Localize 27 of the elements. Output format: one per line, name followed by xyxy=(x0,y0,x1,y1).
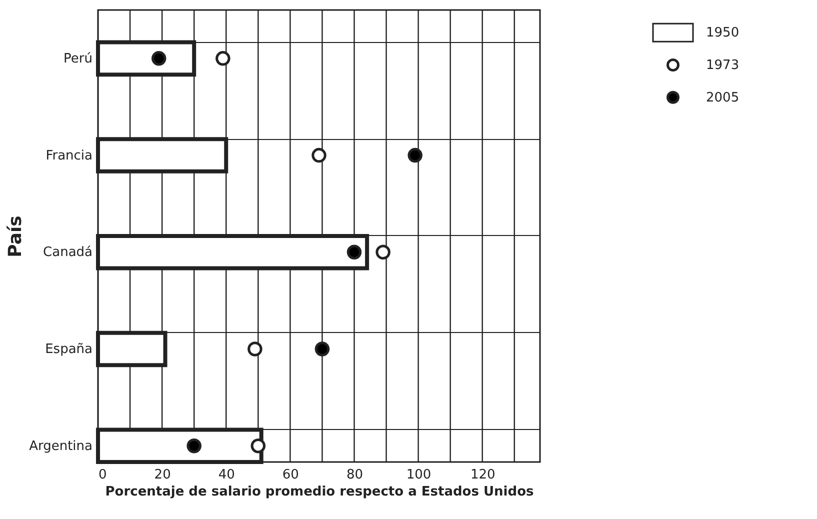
x-tick-label: 120 xyxy=(470,468,496,482)
x-tick-label: 40 xyxy=(218,468,235,482)
y-tick-label: España xyxy=(45,342,92,357)
point xyxy=(376,244,390,260)
point xyxy=(248,342,262,356)
point xyxy=(151,51,166,66)
point xyxy=(312,148,326,163)
point xyxy=(346,244,362,260)
x-tick-label: 80 xyxy=(346,468,364,482)
legend-label: 2005 xyxy=(706,90,740,106)
y-tick-label: Canadá xyxy=(43,245,92,260)
x-tick-label: 20 xyxy=(154,468,171,482)
x-axis-title: Porcentaje de salario promedio respecto a Estados Unidos xyxy=(105,484,534,500)
x-tick-label: 60 xyxy=(282,468,299,482)
y-axis-title: País xyxy=(5,216,26,258)
y-tick-label: Perú xyxy=(64,51,92,66)
x-tick-label: 0 xyxy=(98,468,107,482)
point xyxy=(186,438,202,454)
point xyxy=(314,342,330,356)
point xyxy=(216,51,230,66)
legend-label: 1950 xyxy=(706,26,740,41)
legend-label: 1973 xyxy=(706,58,740,73)
y-tick-label: Francia xyxy=(46,148,92,164)
point xyxy=(250,438,266,454)
point xyxy=(408,148,422,163)
y-tick-label: Argentina xyxy=(29,438,92,454)
x-tick-label: 100 xyxy=(406,468,432,482)
